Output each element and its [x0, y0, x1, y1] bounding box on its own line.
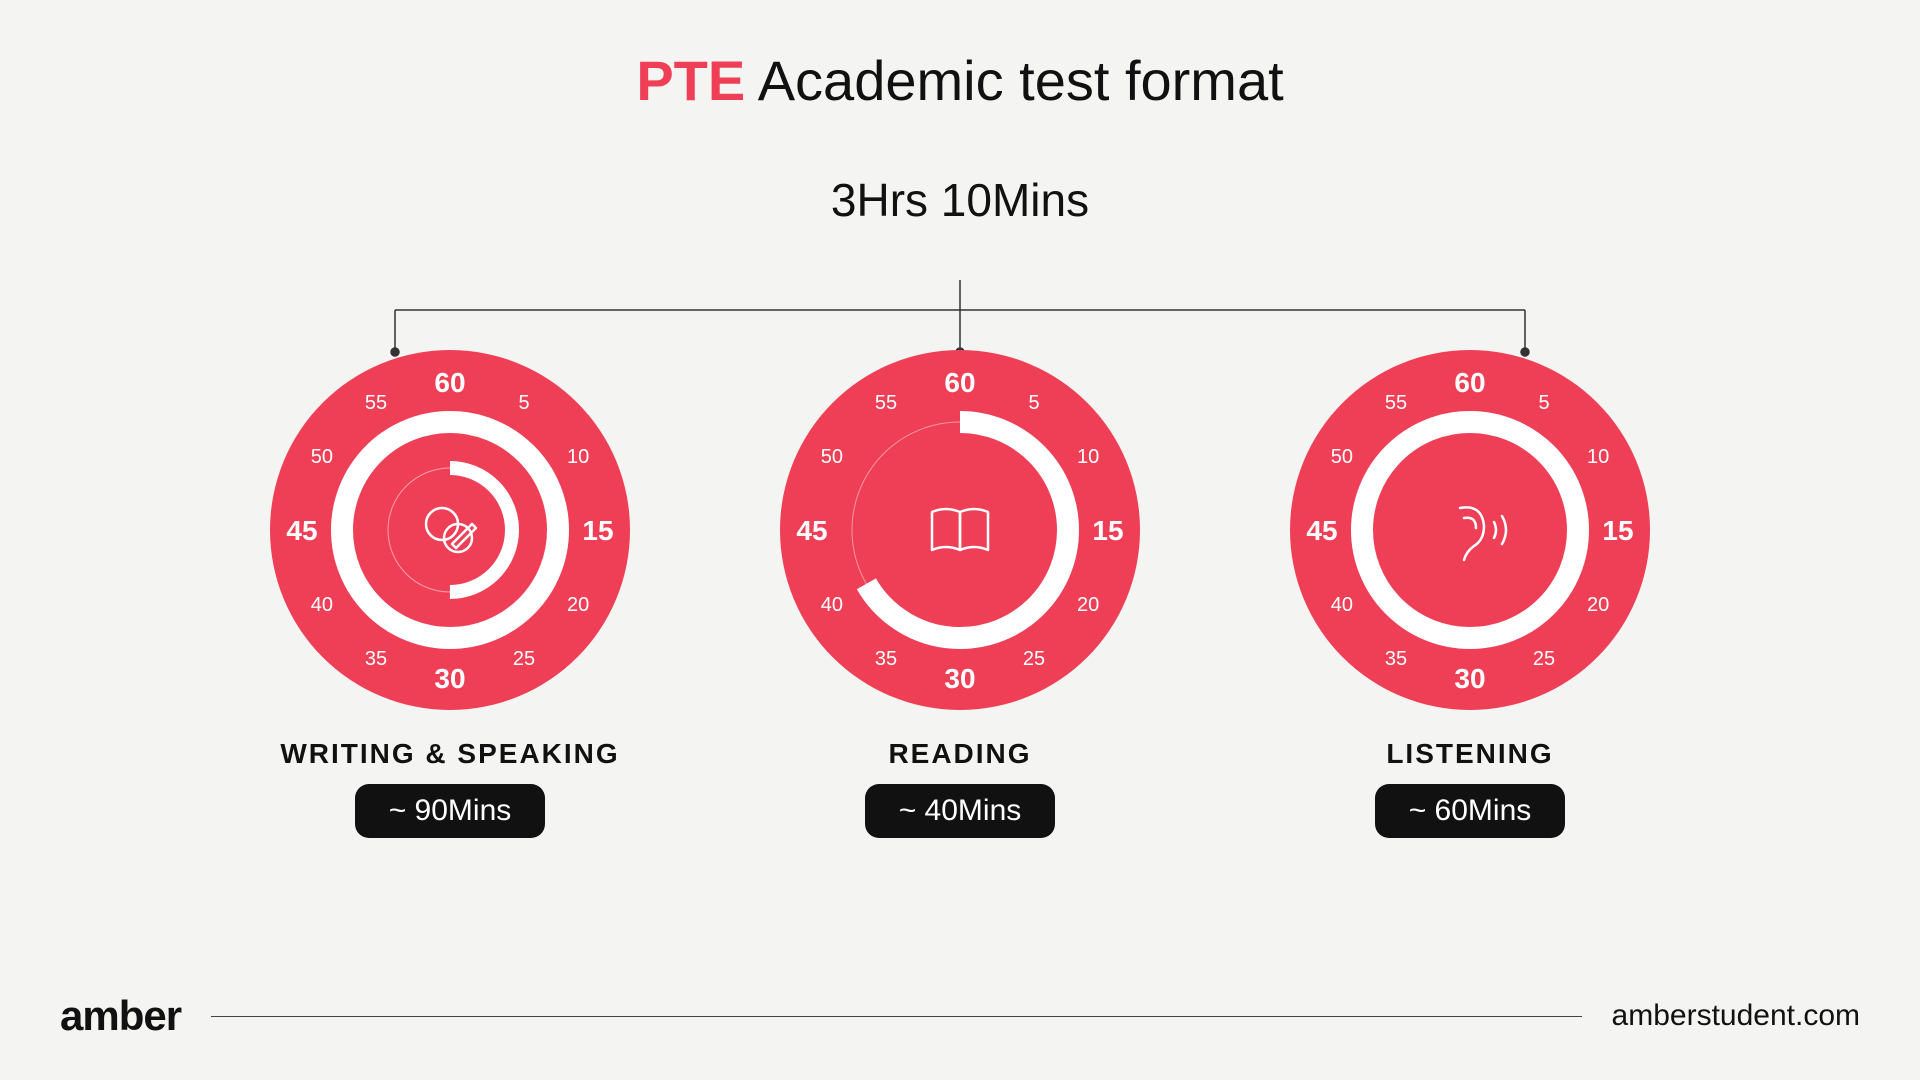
duration-badge: ~ 90Mins [355, 784, 546, 838]
svg-text:40: 40 [1331, 594, 1353, 616]
svg-text:55: 55 [875, 392, 897, 414]
svg-text:50: 50 [1331, 446, 1353, 468]
svg-text:20: 20 [1587, 594, 1609, 616]
svg-text:15: 15 [1092, 515, 1123, 546]
clock-dial: 60 5 10 15 20 25 30 35 40 45 50 55 [270, 350, 630, 710]
svg-text:60: 60 [944, 367, 975, 398]
duration-badge: ~ 40Mins [865, 784, 1056, 838]
svg-text:40: 40 [311, 594, 333, 616]
svg-text:55: 55 [365, 392, 387, 414]
svg-text:25: 25 [513, 648, 535, 670]
svg-text:35: 35 [1385, 648, 1407, 670]
svg-text:10: 10 [567, 446, 589, 468]
brand-url: amberstudent.com [1612, 999, 1860, 1033]
footer-divider [211, 1016, 1581, 1017]
svg-text:10: 10 [1077, 446, 1099, 468]
svg-text:35: 35 [365, 648, 387, 670]
section-label: READING [888, 738, 1031, 770]
svg-text:55: 55 [1385, 392, 1407, 414]
duration-badge: ~ 60Mins [1375, 784, 1566, 838]
svg-text:10: 10 [1587, 446, 1609, 468]
svg-text:30: 30 [434, 663, 465, 694]
svg-text:60: 60 [434, 367, 465, 398]
footer: amber amberstudent.com [0, 992, 1920, 1040]
svg-text:25: 25 [1023, 648, 1045, 670]
title-rest: Academic test format [745, 49, 1283, 112]
svg-text:15: 15 [582, 515, 613, 546]
dial-column: 60 5 10 15 20 25 30 35 40 45 50 55 WRITING & SPEAKI… [270, 350, 630, 838]
svg-text:40: 40 [821, 594, 843, 616]
clock-dial: 60 5 10 15 20 25 30 35 40 45 50 55 [780, 350, 1140, 710]
svg-text:60: 60 [1454, 367, 1485, 398]
svg-text:5: 5 [518, 392, 529, 414]
svg-text:50: 50 [311, 446, 333, 468]
svg-text:20: 20 [1077, 594, 1099, 616]
dial-column: 60 5 10 15 20 25 30 35 40 45 50 55 LISTENING ~ 60Min… [1290, 350, 1650, 838]
svg-text:5: 5 [1028, 392, 1039, 414]
svg-text:20: 20 [567, 594, 589, 616]
title-accent: PTE [636, 49, 745, 112]
svg-text:5: 5 [1538, 392, 1549, 414]
section-label: LISTENING [1386, 738, 1553, 770]
svg-text:45: 45 [796, 515, 827, 546]
dials-row: 60510152025303540455055 WRITING & SPEAKI… [0, 350, 1920, 838]
total-duration: 3Hrs 10Mins [0, 173, 1920, 227]
svg-text:45: 45 [1306, 515, 1337, 546]
svg-text:25: 25 [1533, 648, 1555, 670]
clock-dial: 60 5 10 15 20 25 30 35 40 45 50 55 [1290, 350, 1650, 710]
brand-logo: amber [60, 992, 181, 1040]
svg-text:30: 30 [944, 663, 975, 694]
section-label: WRITING & SPEAKING [280, 738, 619, 770]
svg-text:50: 50 [821, 446, 843, 468]
page-title: PTE Academic test format [0, 0, 1920, 113]
svg-text:30: 30 [1454, 663, 1485, 694]
dial-column: 60 5 10 15 20 25 30 35 40 45 50 55 READING ~ 40Mins [780, 350, 1140, 838]
svg-text:15: 15 [1602, 515, 1633, 546]
svg-text:45: 45 [286, 515, 317, 546]
svg-text:35: 35 [875, 648, 897, 670]
